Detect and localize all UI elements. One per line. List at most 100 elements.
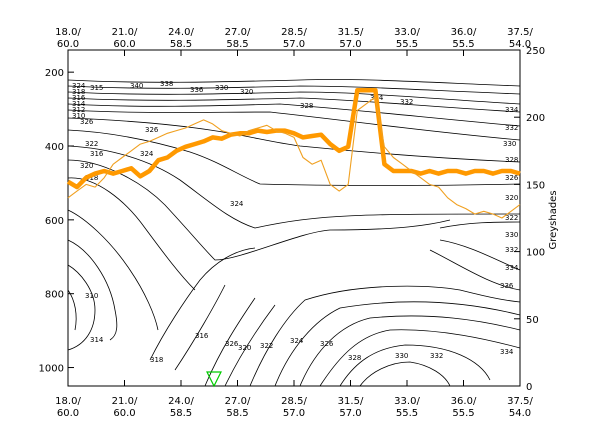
contour-label: 310 [85,292,98,300]
contour-label: 330 [503,140,516,148]
bottom-tick-label-line2: 55.5 [452,408,474,419]
contour-label: 318 [150,356,163,364]
contour-label: 324 [140,150,154,158]
top-tick-label-line2: 60.0 [113,39,135,50]
top-tick-label-line1: 27.0/ [225,27,251,38]
top-tick-label-line2: 57.0 [283,39,305,50]
contour-label: 328 [300,102,313,110]
contour-label: 320 [505,194,518,202]
bottom-tick-label-line2: 60.0 [57,408,79,419]
contour-label: 336 [190,86,204,94]
bottom-tick-label-line1: 24.0/ [168,396,194,407]
bottom-tick-label-line2: 57.0 [339,408,361,419]
contour-label: 316 [72,94,86,102]
right-tick-label: 0 [526,382,532,393]
contour-label: 320 [80,162,93,170]
axis-layer: 200 400 600 800 1000 0 50 100 150 200 250 18.0/60.0… [39,27,546,419]
bottom-tick-label-line1: 31.5/ [338,396,364,407]
contour-label: 315 [90,84,103,92]
top-tick-label-line2: 58.5 [226,39,248,50]
contour-label: 322 [260,342,273,350]
marker-triangle-icon [206,371,222,388]
contour-lines [67,79,521,387]
contour-label: 328 [348,354,361,362]
contour-label: 324 [230,200,244,208]
bottom-tick-label-line2: 55.5 [396,408,418,419]
contour-label: 314 [72,100,86,108]
contour-label: 336 [500,282,514,290]
bottom-tick-label-line1: 27.0/ [225,396,251,407]
top-tick-label-line2: 54.0 [509,39,531,50]
top-tick-label-line2: 55.5 [396,39,418,50]
contour-label: 320 [240,88,253,96]
contour-label: 324 [72,82,86,90]
contour-label: 324 [290,337,304,345]
bottom-tick-label-line2: 60.0 [113,408,135,419]
left-tick-label: 400 [45,142,64,153]
top-tick-label-line1: 21.0/ [112,27,138,38]
top-tick-label-line2: 55.5 [452,39,474,50]
top-tick-label-line1: 37.5/ [507,27,533,38]
top-tick-label-line2: 58.5 [170,39,192,50]
contour-label: 332 [400,98,413,106]
contour-label: 332 [505,124,518,132]
top-tick-label-line1: 33.0/ [394,27,420,38]
contour-label: 328 [505,156,518,164]
contour-label: 334 [500,348,514,356]
contour-label: 338 [160,80,173,88]
top-tick-label-line2: 60.0 [57,39,79,50]
left-tick-label: 1000 [39,364,64,375]
contour-label: 330 [395,352,408,360]
top-tick-label-line1: 31.5/ [338,27,364,38]
contour-label: 340 [130,82,143,90]
contour-label: 332 [430,352,443,360]
contour-label: 322 [85,140,98,148]
bottom-tick-label-line2: 58.5 [226,408,248,419]
contour-label: 334 [505,264,519,272]
contour-label: 312 [72,106,85,114]
top-tick-label-line1: 18.0/ [55,27,81,38]
contour-label: 326 [505,174,519,182]
right-tick-label: 50 [526,315,539,326]
left-tick-label: 600 [45,216,64,227]
thin-orange-series-line [67,96,521,219]
bottom-tick-label-line2: 57.0 [283,408,305,419]
bottom-tick-label-line1: 21.0/ [112,396,138,407]
top-tick-label-line1: 36.0/ [451,27,477,38]
top-tick-label-line1: 24.0/ [168,27,194,38]
contour-label: 310 [72,112,85,120]
thick-orange-series-line [66,88,521,190]
right-tick-label: 100 [526,248,545,259]
right-tick-label: 200 [526,113,545,124]
contour-label: 334 [505,106,519,114]
right-tick-label: 150 [526,180,545,191]
bottom-tick-label-line1: 33.0/ [394,396,420,407]
contour-label: 322 [505,214,518,222]
contour-label: 320 [238,344,251,352]
contour-label: 326 [145,126,159,134]
left-tick-label: 800 [45,290,64,301]
contour-label: 318 [85,174,98,182]
bottom-tick-label-line1: 28.5/ [281,396,307,407]
contour-label: 332 [505,246,518,254]
series-layer [66,88,521,219]
contour-label: 318 [72,88,85,96]
contour-label: 326 [320,340,334,348]
top-tick-label-line1: 28.5/ [281,27,307,38]
bottom-tick-label-line2: 54.0 [509,408,531,419]
right-tick-label: 250 [526,46,545,57]
right-axis-label: Greyshades [548,190,559,249]
left-tick-label: 200 [45,68,64,79]
bottom-tick-label-line1: 37.5/ [507,396,533,407]
bottom-tick-label-line2: 58.5 [170,408,192,419]
contour-label: 330 [215,84,228,92]
contour-label: 326 [80,118,94,126]
contour-label: 316 [195,332,209,340]
bottom-tick-label-line1: 36.0/ [451,396,477,407]
contour-label: 330 [505,231,518,239]
contour-label: 326 [225,340,239,348]
bottom-tick-label-line1: 18.0/ [55,396,81,407]
top-tick-label-line2: 57.0 [339,39,361,50]
